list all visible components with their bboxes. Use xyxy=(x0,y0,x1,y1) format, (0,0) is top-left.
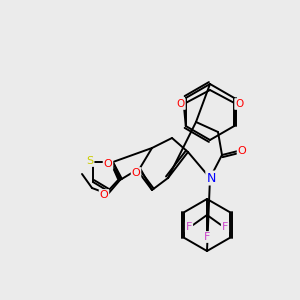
Text: O: O xyxy=(177,99,185,109)
Text: O: O xyxy=(100,190,108,200)
Text: O: O xyxy=(235,99,243,109)
Text: F: F xyxy=(204,232,210,242)
Text: O: O xyxy=(132,168,140,178)
Text: F: F xyxy=(222,222,228,232)
Text: O: O xyxy=(103,159,112,169)
Text: F: F xyxy=(186,222,192,232)
Text: S: S xyxy=(86,156,94,166)
Text: N: N xyxy=(206,172,216,184)
Text: O: O xyxy=(238,146,246,156)
